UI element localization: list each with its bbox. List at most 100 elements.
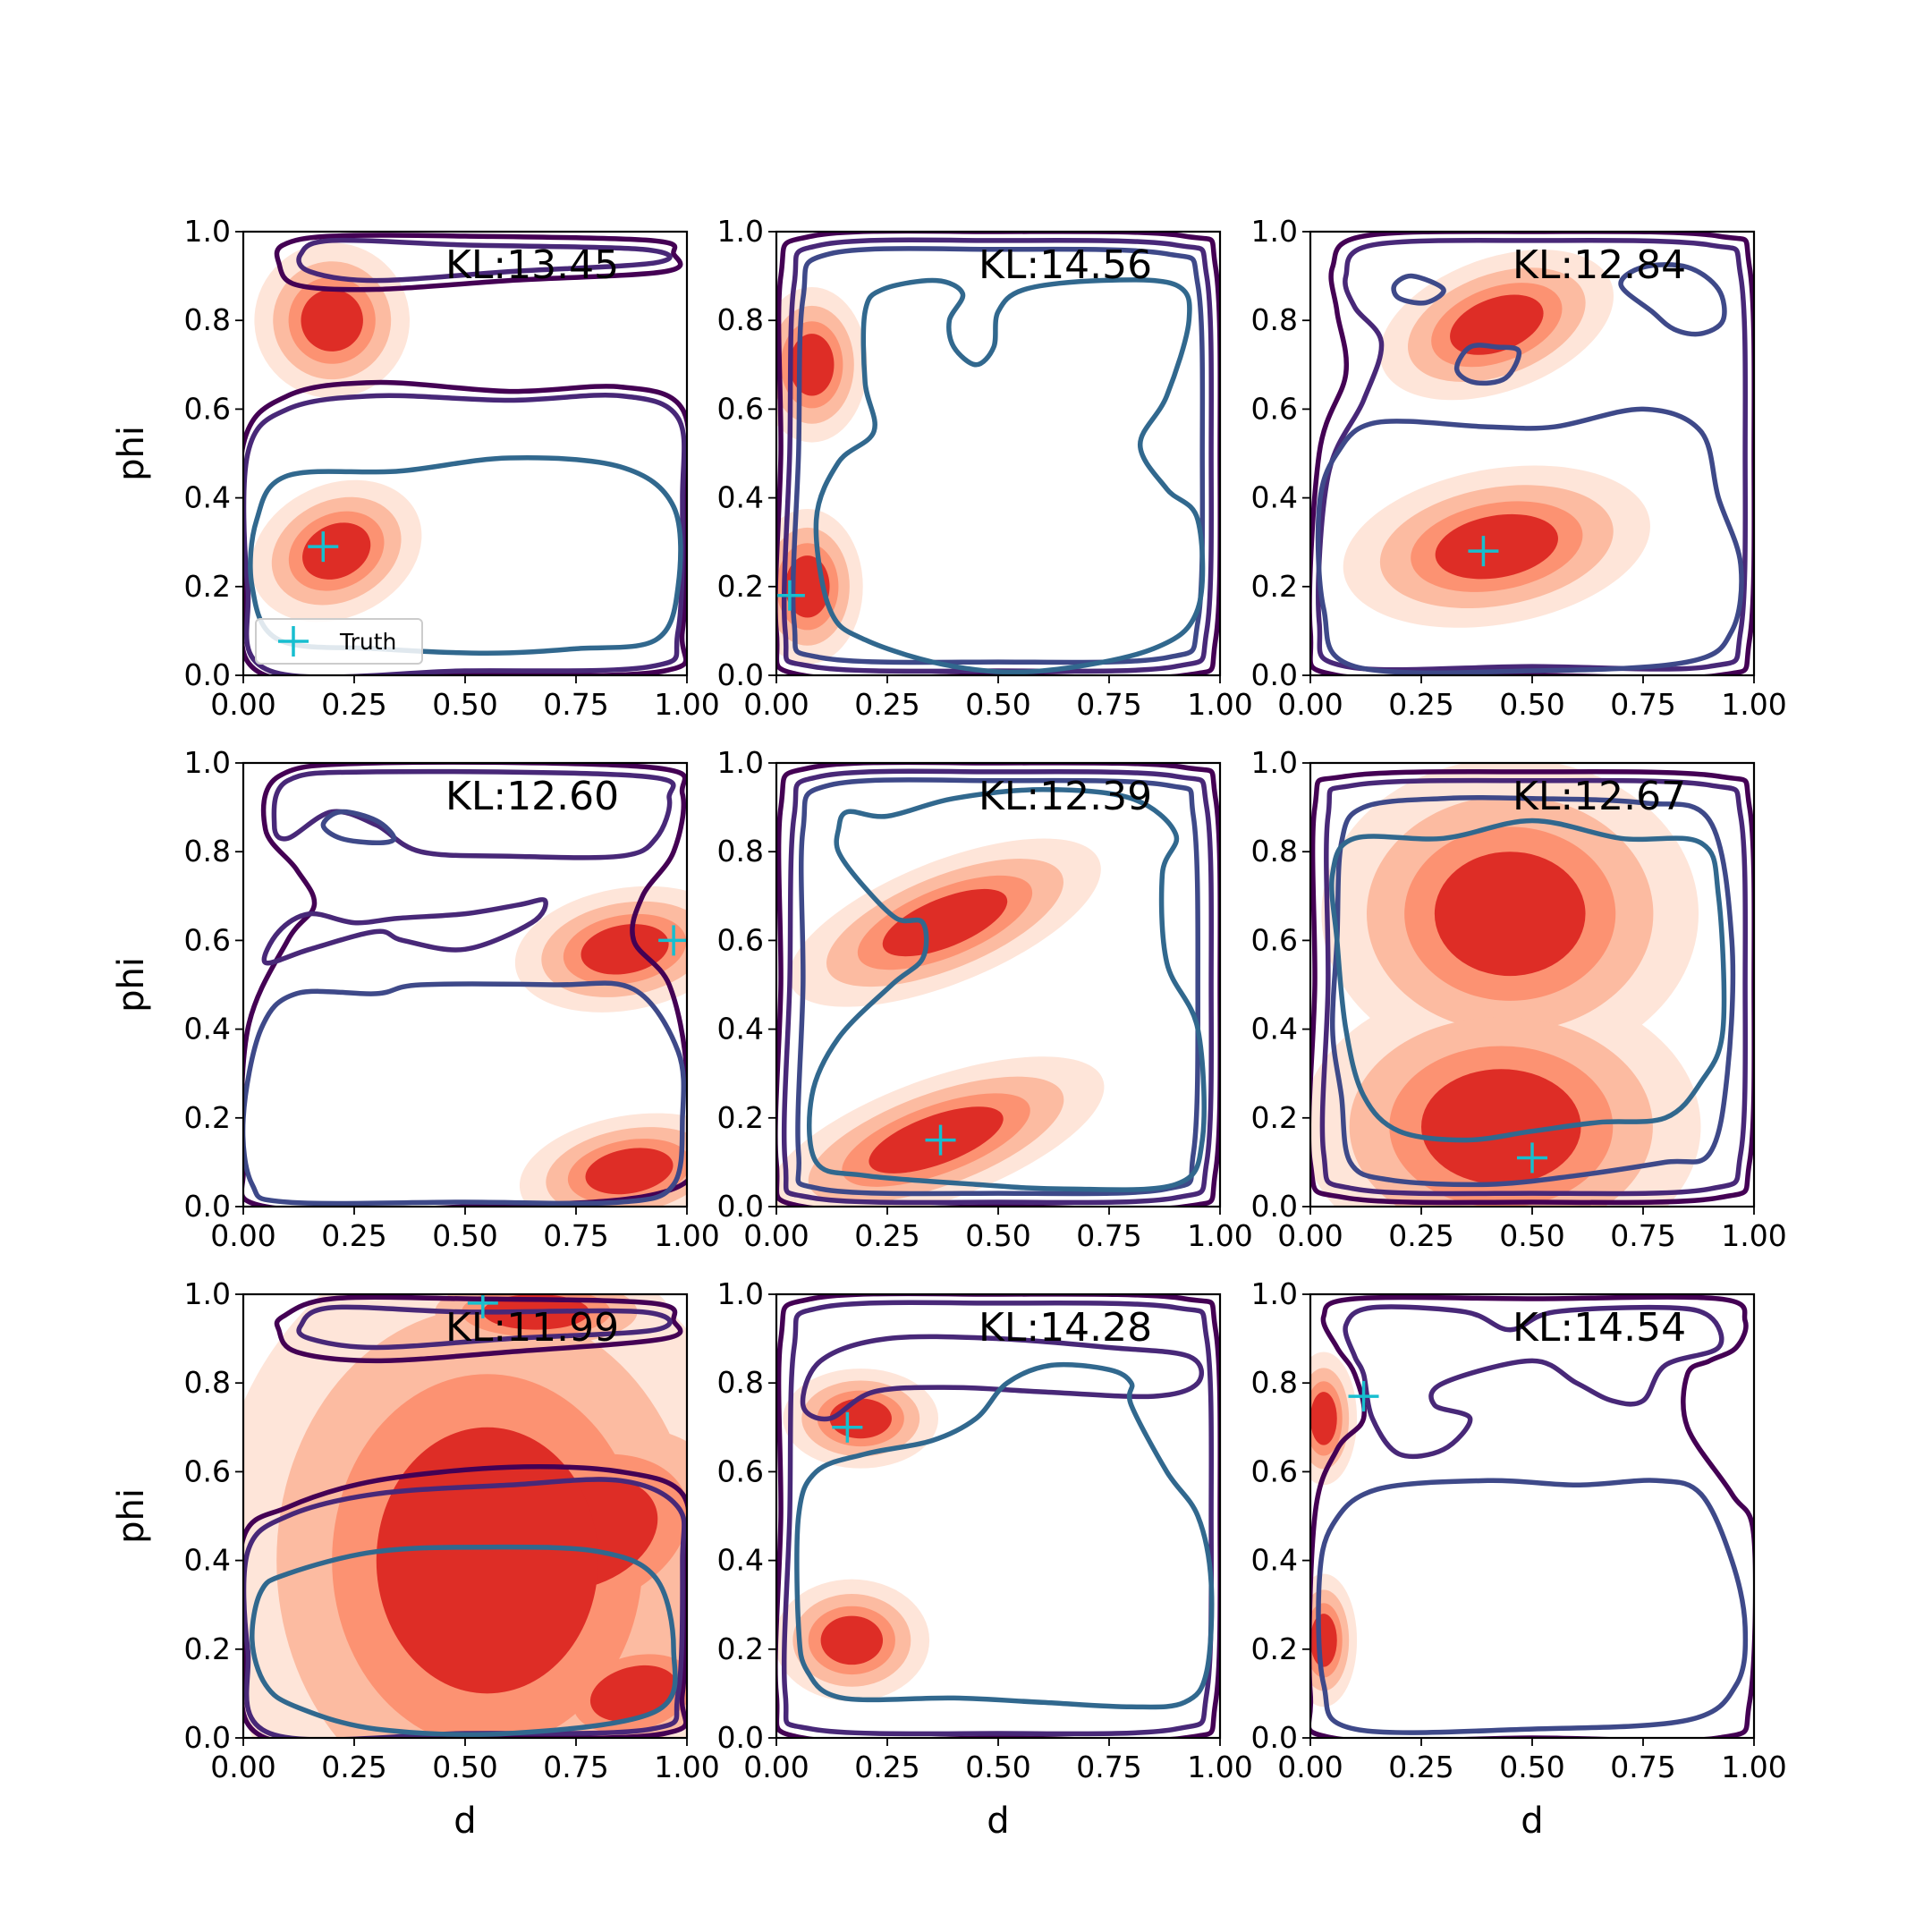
y-tick-label: 0.0 xyxy=(184,1720,231,1755)
y-axis-label: phi xyxy=(111,957,152,1013)
x-tick-label: 0.25 xyxy=(854,1218,919,1253)
contour-line xyxy=(1453,343,1522,386)
truth-marker xyxy=(1517,1142,1547,1174)
y-tick-label: 0.0 xyxy=(1251,1720,1298,1755)
contour-line xyxy=(243,980,687,1207)
x-tick-label: 1.00 xyxy=(1721,1750,1786,1784)
kl-annotation: KL:12.39 xyxy=(979,774,1152,819)
y-tick-label: 0.0 xyxy=(184,1189,231,1224)
y-tick-label: 0.6 xyxy=(184,391,231,426)
y-tick-label: 1.0 xyxy=(1251,214,1298,249)
x-tick-label: 0.75 xyxy=(1076,1750,1141,1784)
contour-line xyxy=(776,1294,1220,1738)
x-tick-label: 0.25 xyxy=(854,687,919,722)
y-tick-label: 0.4 xyxy=(717,1543,764,1578)
density-fill-level-3 xyxy=(302,522,371,580)
contour-line xyxy=(800,1334,1205,1422)
y-tick-label: 0.4 xyxy=(717,1012,764,1046)
density-fill-level-3 xyxy=(1435,513,1558,580)
contour-line xyxy=(1310,1294,1754,1738)
contour-line xyxy=(781,1300,1215,1737)
y-tick-label: 0.2 xyxy=(184,569,231,604)
y-tick-label: 0.6 xyxy=(184,922,231,957)
subplot-2: 0.00 0.25 0.50 0.75 1.00 0.0 0.2 0.4 0.6 0.8 1.0 KL… xyxy=(717,214,1253,722)
y-tick-label: 0.2 xyxy=(1251,1100,1298,1135)
contour-line xyxy=(320,809,397,846)
contour-line xyxy=(807,787,1207,1192)
contour-line xyxy=(1391,273,1446,306)
y-tick-label: 0.2 xyxy=(1251,1631,1298,1666)
y-tick-label: 0.4 xyxy=(184,480,231,515)
y-tick-label: 0.0 xyxy=(717,1720,764,1755)
y-tick-label: 1.0 xyxy=(184,745,231,780)
x-tick-label: 0.75 xyxy=(1076,687,1141,722)
x-tick-label: 1.00 xyxy=(1187,1750,1252,1784)
y-tick-label: 0.6 xyxy=(717,1453,764,1488)
contour-line xyxy=(790,246,1206,665)
density-layer xyxy=(243,1294,687,1738)
x-tick-label: 0.00 xyxy=(743,1218,809,1253)
y-tick-label: 0.8 xyxy=(717,1365,764,1400)
y-tick-label: 0.0 xyxy=(717,657,764,692)
y-tick-label: 0.6 xyxy=(1251,391,1298,426)
y-tick-label: 0.8 xyxy=(717,834,764,869)
contour-line xyxy=(813,277,1206,675)
contour-line xyxy=(795,777,1200,1197)
y-tick-label: 0.8 xyxy=(184,302,231,337)
y-tick-label: 0.2 xyxy=(1251,569,1298,604)
y-tick-label: 0.8 xyxy=(1251,834,1298,869)
contour-line xyxy=(1343,1304,1724,1460)
contour-line xyxy=(794,1361,1215,1710)
truth-marker xyxy=(308,531,339,563)
x-tick-label: 0.00 xyxy=(1277,687,1343,722)
legend-label: Truth xyxy=(339,629,396,655)
x-tick-label: 0.25 xyxy=(1388,1218,1453,1253)
x-tick-label: 0.50 xyxy=(432,1218,497,1253)
x-tick-label: 0.00 xyxy=(210,1218,275,1253)
y-tick-label: 0.8 xyxy=(1251,302,1298,337)
y-tick-label: 0.2 xyxy=(184,1631,231,1666)
subplot-9: 0.00 0.25 0.50 0.75 1.00 0.0 0.2 0.4 0.6 0.8 1.0 KL… xyxy=(1251,1276,1787,1842)
contour-line xyxy=(274,1294,683,1364)
kl-annotation: KL:14.28 xyxy=(979,1305,1152,1351)
density-fill-level-3 xyxy=(882,888,1008,957)
y-tick-label: 1.0 xyxy=(717,214,764,249)
contour-line xyxy=(776,763,1220,1207)
x-tick-label: 1.00 xyxy=(1721,1218,1786,1253)
contour-line xyxy=(1319,777,1749,1197)
x-tick-label: 0.25 xyxy=(1388,687,1453,722)
y-tick-label: 0.6 xyxy=(717,922,764,957)
x-tick-label: 1.00 xyxy=(1187,687,1252,722)
y-tick-label: 0.2 xyxy=(717,569,764,604)
x-axis-label: d xyxy=(453,1801,476,1842)
legend: Truth xyxy=(255,618,423,665)
contour-line xyxy=(776,232,1220,675)
y-tick-label: 0.6 xyxy=(184,1453,231,1488)
y-axis-label: phi xyxy=(111,426,152,481)
y-tick-label: 1.0 xyxy=(1251,745,1298,780)
x-tick-label: 0.50 xyxy=(1499,1750,1564,1784)
density-layer xyxy=(776,232,1220,675)
y-tick-label: 0.4 xyxy=(717,480,764,515)
kl-annotation: KL:14.54 xyxy=(1513,1305,1686,1351)
x-tick-label: 0.00 xyxy=(1277,1750,1343,1784)
x-tick-label: 0.25 xyxy=(321,1750,386,1784)
density-fill-level-3 xyxy=(1310,1392,1337,1445)
contour-line xyxy=(1310,768,1754,1206)
x-tick-label: 1.00 xyxy=(1721,687,1786,722)
density-fill-level-3 xyxy=(1421,1069,1581,1185)
contour-line xyxy=(250,1544,678,1738)
x-tick-label: 1.00 xyxy=(654,1750,719,1784)
kl-annotation: KL:12.67 xyxy=(1513,774,1686,819)
contour-line xyxy=(296,1304,673,1351)
subplot-8: 0.00 0.25 0.50 0.75 1.00 0.0 0.2 0.4 0.6 0.8 1.0 KL… xyxy=(717,1276,1253,1842)
y-tick-label: 0.2 xyxy=(717,1631,764,1666)
contour-line xyxy=(1618,262,1727,337)
contour-line xyxy=(296,237,673,284)
contour-line xyxy=(243,763,687,1207)
y-tick-label: 0.2 xyxy=(184,1100,231,1135)
subplot-5: 0.00 0.25 0.50 0.75 1.00 0.0 0.2 0.4 0.6 0.8 1.0 KL… xyxy=(717,745,1253,1253)
x-tick-label: 0.00 xyxy=(210,1750,275,1784)
truth-marker xyxy=(467,1294,498,1318)
x-tick-label: 0.75 xyxy=(1610,1750,1675,1784)
